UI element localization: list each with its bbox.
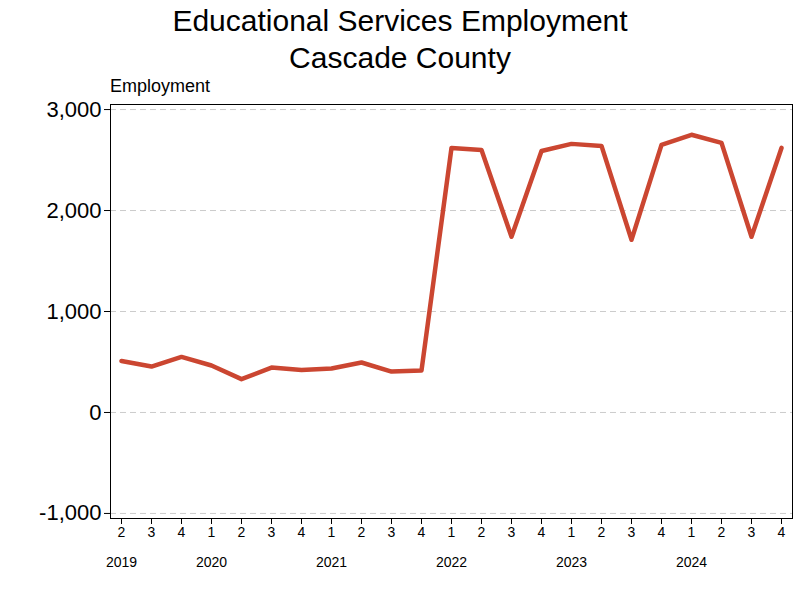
svg-text:3: 3 (388, 524, 396, 540)
svg-text:4: 4 (778, 524, 786, 540)
svg-text:1,000: 1,000 (46, 299, 101, 324)
svg-text:-1,000: -1,000 (39, 500, 101, 525)
html-text:Educational Services Employmen: Educational Services Employment (172, 4, 628, 37)
html-text:Cascade County: Cascade County (289, 41, 511, 74)
svg-text:2: 2 (598, 524, 606, 540)
svg-text:3: 3 (628, 524, 636, 540)
svg-text:3: 3 (268, 524, 276, 540)
svg-text:2024: 2024 (676, 554, 707, 570)
svg-text:1: 1 (328, 524, 336, 540)
svg-text:3,000: 3,000 (46, 97, 101, 122)
svg-text:2020: 2020 (196, 554, 227, 570)
svg-text:4: 4 (178, 524, 186, 540)
svg-text:3: 3 (508, 524, 516, 540)
svg-text:2021: 2021 (316, 554, 347, 570)
svg-text:2: 2 (478, 524, 486, 540)
svg-text:4: 4 (418, 524, 426, 540)
svg-text:3: 3 (148, 524, 156, 540)
svg-text:2,000: 2,000 (46, 198, 101, 223)
svg-text:2023: 2023 (556, 554, 587, 570)
svg-text:3: 3 (748, 524, 756, 540)
html-text:Employment: Employment (110, 76, 210, 96)
svg-text:2: 2 (358, 524, 366, 540)
svg-text:2: 2 (118, 524, 126, 540)
svg-text:2: 2 (238, 524, 246, 540)
svg-text:2019: 2019 (106, 554, 137, 570)
svg-text:2022: 2022 (436, 554, 467, 570)
svg-text:4: 4 (298, 524, 306, 540)
svg-text:1: 1 (208, 524, 216, 540)
svg-text:1: 1 (688, 524, 696, 540)
svg-text:1: 1 (568, 524, 576, 540)
svg-text:0: 0 (89, 400, 101, 425)
svg-text:1: 1 (448, 524, 456, 540)
svg-text:4: 4 (658, 524, 666, 540)
svg-text:2: 2 (718, 524, 726, 540)
svg-text:4: 4 (538, 524, 546, 540)
